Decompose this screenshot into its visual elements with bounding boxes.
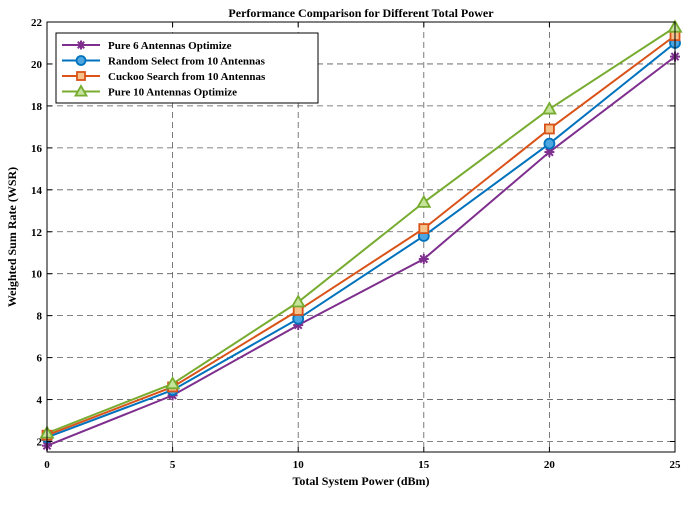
legend-marker: [76, 71, 86, 81]
x-axis-label: Total System Power (dBm): [293, 474, 430, 488]
y-tick-label: 8: [37, 311, 43, 323]
series-group: [39, 19, 683, 451]
x-tick-label: 0: [44, 459, 50, 471]
x-tick-label: 10: [293, 459, 305, 471]
x-tick-label: 20: [544, 459, 556, 471]
legend-label: Pure 6 Antennas Optimize: [108, 40, 232, 52]
series-line-2: [46, 42, 676, 439]
legend-label: Cuckoo Search from 10 Antennas: [108, 71, 266, 83]
legend: Pure 6 Antennas Optimize Random Select fr…: [55, 32, 319, 104]
y-tick-label: 2: [37, 437, 43, 449]
data-point-series-3: [544, 123, 555, 135]
x-tick-label: 25: [670, 459, 682, 471]
plot-area-frame: [46, 21, 676, 453]
axis-ticks: 0 5 10 15 20 25 2 4 6 8 10 12 14 16 18 20 22: [31, 17, 681, 471]
chart-title: Performance Comparison for Different Tot…: [228, 6, 494, 20]
data-point-series-4: [541, 101, 557, 115]
legend-label: Pure 10 Antennas Optimize: [108, 87, 237, 99]
series-line-1: [46, 55, 676, 447]
data-point-series-4: [416, 194, 432, 208]
y-axis-label: Weighted Sum Rate (WSR): [5, 167, 19, 307]
y-tick-label: 10: [31, 269, 43, 281]
y-tick-label: 16: [31, 143, 43, 155]
legend-marker: [76, 40, 86, 50]
y-tick-label: 18: [31, 101, 43, 113]
data-point-series-4: [290, 294, 306, 308]
data-point-series-3: [418, 223, 430, 235]
legend-marker: [75, 55, 87, 66]
legend-label: Random Select from 10 Antennas: [108, 56, 266, 68]
data-point-series-2: [543, 137, 556, 150]
y-tick-label: 12: [31, 227, 43, 239]
data-point-series-1: [418, 254, 429, 265]
y-tick-label: 6: [37, 353, 43, 365]
legend-marker: [73, 84, 89, 97]
series-line-4: [46, 26, 676, 435]
x-tick-label: 15: [418, 459, 430, 471]
x-tick-label: 5: [170, 459, 176, 471]
series-line-3: [46, 34, 676, 437]
y-tick-label: 22: [31, 17, 43, 29]
y-tick-label: 20: [31, 59, 43, 71]
y-tick-label: 14: [31, 185, 43, 197]
y-tick-label: 4: [37, 395, 43, 407]
data-point-series-4: [165, 376, 181, 390]
